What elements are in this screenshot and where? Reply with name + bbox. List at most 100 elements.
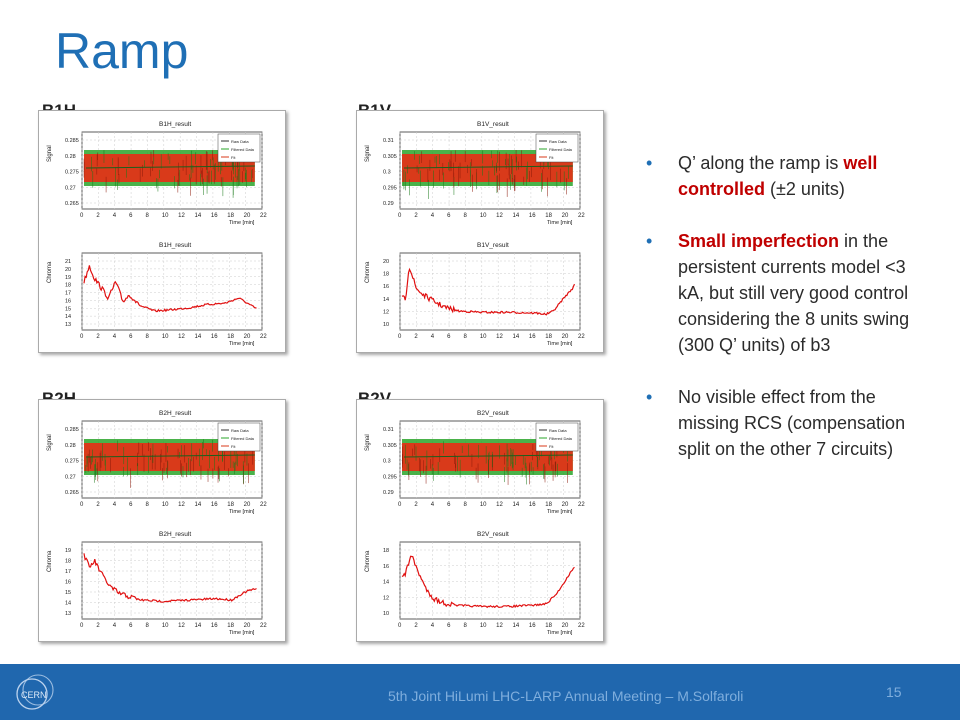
- bullet-item: • Small imperfection in the persistent c…: [646, 228, 931, 358]
- plot-panel-b2h: 0 2 4 6 8 10 12 14 16 18 20 22 Time [min] 0.285 0.28 0.…: [38, 399, 286, 642]
- x-tick-label: 8: [145, 502, 149, 508]
- y-tick-label: 13: [65, 322, 71, 328]
- x-tick-label: 0: [80, 502, 84, 508]
- bullet-text: Small imperfection in the persistent cur…: [678, 231, 910, 355]
- y-tick-label: 0.265: [65, 201, 79, 207]
- slide-title: Ramp: [55, 23, 189, 79]
- y-tick-label: 14: [65, 601, 71, 607]
- footer-text: 5th Joint HiLumi LHC-LARP Annual Meeting…: [388, 688, 744, 704]
- x-tick-label: 14: [513, 502, 520, 508]
- y-tick-label: 0.265: [65, 490, 79, 496]
- x-tick-label: 18: [227, 623, 234, 629]
- plot-panel-b1h: 0 2 4 6 8 10 12 14 16 18 20 22 Time [min] 0.285 0.28 0.…: [38, 110, 286, 353]
- x-tick-label: 18: [545, 213, 552, 219]
- x-tick-label: 18: [545, 502, 552, 508]
- x-tick-label: 12: [496, 334, 503, 340]
- y-tick-label: 15: [65, 590, 71, 596]
- x-axis-label: Time [min]: [547, 509, 573, 515]
- x-tick-label: 2: [414, 334, 418, 340]
- x-tick-label: 20: [562, 623, 569, 629]
- legend-label: Raw Data: [231, 139, 249, 144]
- x-tick-label: 6: [447, 334, 451, 340]
- x-tick-label: 2: [414, 502, 418, 508]
- y-tick-label: 0.27: [65, 185, 76, 191]
- bullet-dot: •: [646, 231, 653, 251]
- y-tick-label: 20: [65, 267, 71, 273]
- x-tick-label: 10: [480, 213, 487, 219]
- x-axis-label: Time [min]: [229, 341, 255, 347]
- x-tick-label: 16: [529, 213, 536, 219]
- x-tick-label: 18: [227, 334, 234, 340]
- legend-label: Filtered Data: [549, 436, 573, 441]
- x-tick-label: 14: [513, 334, 520, 340]
- x-tick-label: 22: [260, 623, 267, 629]
- y-tick-label: 17: [65, 569, 71, 575]
- y-tick-label: 16: [383, 564, 389, 570]
- y-axis-label: Chroma: [365, 550, 371, 572]
- y-tick-label: 0.3: [383, 170, 391, 176]
- y-tick-label: 0.28: [65, 443, 76, 449]
- x-tick-label: 20: [244, 623, 251, 629]
- x-tick-label: 12: [496, 502, 503, 508]
- x-axis-label: Time [min]: [229, 220, 255, 226]
- y-tick-label: 15: [65, 306, 71, 312]
- x-tick-label: 2: [414, 623, 418, 629]
- y-tick-label: 20: [383, 259, 389, 265]
- x-tick-label: 0: [398, 502, 402, 508]
- page-number: 15: [886, 684, 902, 700]
- x-tick-label: 16: [529, 502, 536, 508]
- x-tick-label: 12: [178, 213, 185, 219]
- y-tick-label: 19: [65, 548, 71, 554]
- chroma-line: [83, 265, 257, 313]
- x-tick-label: 16: [211, 623, 218, 629]
- y-tick-label: 0.275: [65, 170, 79, 176]
- x-tick-label: 6: [129, 334, 133, 340]
- x-tick-label: 2: [96, 623, 100, 629]
- x-tick-label: 20: [562, 213, 569, 219]
- plot-frame: [399, 541, 581, 620]
- bullet-text: Q’ along the ramp is well controlled (±2…: [678, 153, 878, 199]
- x-tick-label: 6: [447, 213, 451, 219]
- x-tick-label: 10: [162, 334, 169, 340]
- x-tick-label: 20: [562, 502, 569, 508]
- x-tick-label: 18: [545, 334, 552, 340]
- x-tick-label: 4: [431, 502, 435, 508]
- x-axis-label: Time [min]: [547, 341, 573, 347]
- x-tick-label: 22: [578, 334, 585, 340]
- x-tick-label: 20: [244, 213, 251, 219]
- y-tick-label: 13: [65, 611, 71, 617]
- x-tick-label: 14: [513, 623, 520, 629]
- y-tick-label: 19: [65, 275, 71, 281]
- chroma-line: [401, 267, 576, 316]
- x-tick-label: 16: [211, 213, 218, 219]
- y-tick-label: 0.3: [383, 459, 391, 465]
- x-tick-label: 14: [195, 213, 202, 219]
- x-tick-label: 16: [211, 502, 218, 508]
- footer-bar: [0, 664, 960, 720]
- y-tick-label: 12: [383, 309, 389, 315]
- x-tick-label: 2: [96, 213, 100, 219]
- y-tick-label: 10: [383, 322, 389, 328]
- fit-line: [85, 454, 255, 458]
- plot-title: B2V_result: [477, 410, 509, 417]
- y-tick-label: 14: [383, 297, 389, 303]
- x-tick-label: 4: [113, 623, 117, 629]
- x-tick-label: 12: [496, 623, 503, 629]
- x-tick-label: 8: [145, 623, 149, 629]
- legend-label: Raw Data: [549, 139, 567, 144]
- x-tick-label: 14: [513, 213, 520, 219]
- cern-logo-icon: CERN: [16, 674, 54, 710]
- x-axis-label: Time [min]: [547, 220, 573, 226]
- legend-label: Fit: [231, 444, 236, 449]
- x-tick-label: 4: [113, 502, 117, 508]
- y-tick-label: 16: [65, 298, 71, 304]
- x-tick-label: 2: [414, 213, 418, 219]
- bullet-item: • No visible effect from the missing RCS…: [646, 384, 931, 462]
- y-tick-label: 0.29: [383, 201, 394, 207]
- x-tick-label: 4: [431, 334, 435, 340]
- x-tick-label: 20: [562, 334, 569, 340]
- y-tick-label: 18: [65, 559, 71, 565]
- x-tick-label: 8: [463, 334, 467, 340]
- x-tick-label: 4: [113, 334, 117, 340]
